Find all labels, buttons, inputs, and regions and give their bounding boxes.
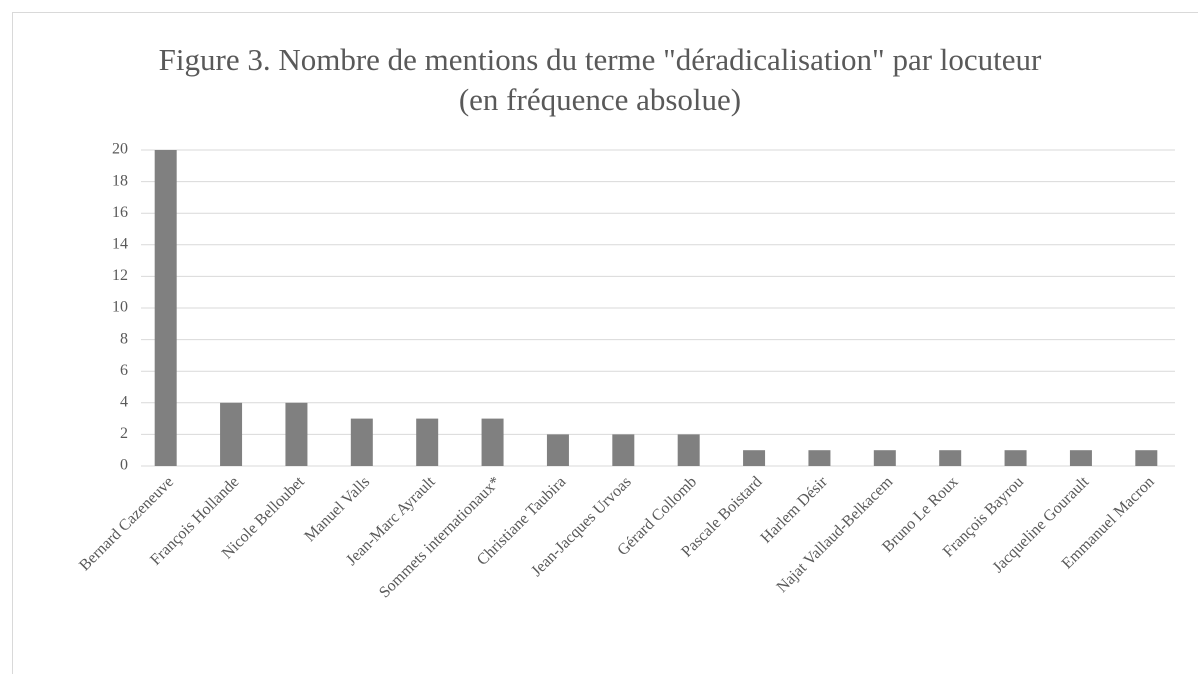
y-tick-label: 16 [112, 204, 128, 221]
y-tick-label: 20 [112, 141, 128, 158]
x-tick-label: Sommets internationaux* [376, 473, 504, 601]
y-tick-label: 6 [120, 362, 128, 379]
x-tick-label: Harlem Désir [758, 473, 832, 547]
bar [873, 450, 896, 466]
bar [546, 434, 569, 466]
x-tick-label: Manuel Valls [301, 473, 373, 545]
y-tick-label: 2 [120, 425, 128, 442]
y-tick-label: 14 [112, 235, 128, 252]
x-tick-label: Najat Vallaud-Belkacem [774, 473, 897, 596]
bar [350, 418, 373, 466]
y-tick-label: 12 [112, 267, 128, 284]
y-tick-label: 8 [120, 330, 128, 347]
y-tick-label: 4 [120, 393, 128, 410]
bar [1004, 450, 1027, 466]
bar [677, 434, 700, 466]
bar [154, 150, 177, 466]
y-tick-label: 18 [112, 172, 128, 189]
bar [939, 450, 962, 466]
bar [1135, 450, 1158, 466]
bar [743, 450, 766, 466]
chart-title: Figure 3. Nombre de mentions du terme "d… [158, 42, 1042, 117]
y-tick-label: 0 [120, 457, 128, 474]
y-tick-label: 10 [112, 299, 128, 316]
bar [416, 418, 439, 466]
bar [285, 402, 308, 466]
chart-frame [12, 12, 1198, 674]
bar [808, 450, 831, 466]
bar [220, 402, 243, 466]
bar [1069, 450, 1092, 466]
bar [481, 418, 504, 466]
bar [612, 434, 635, 466]
